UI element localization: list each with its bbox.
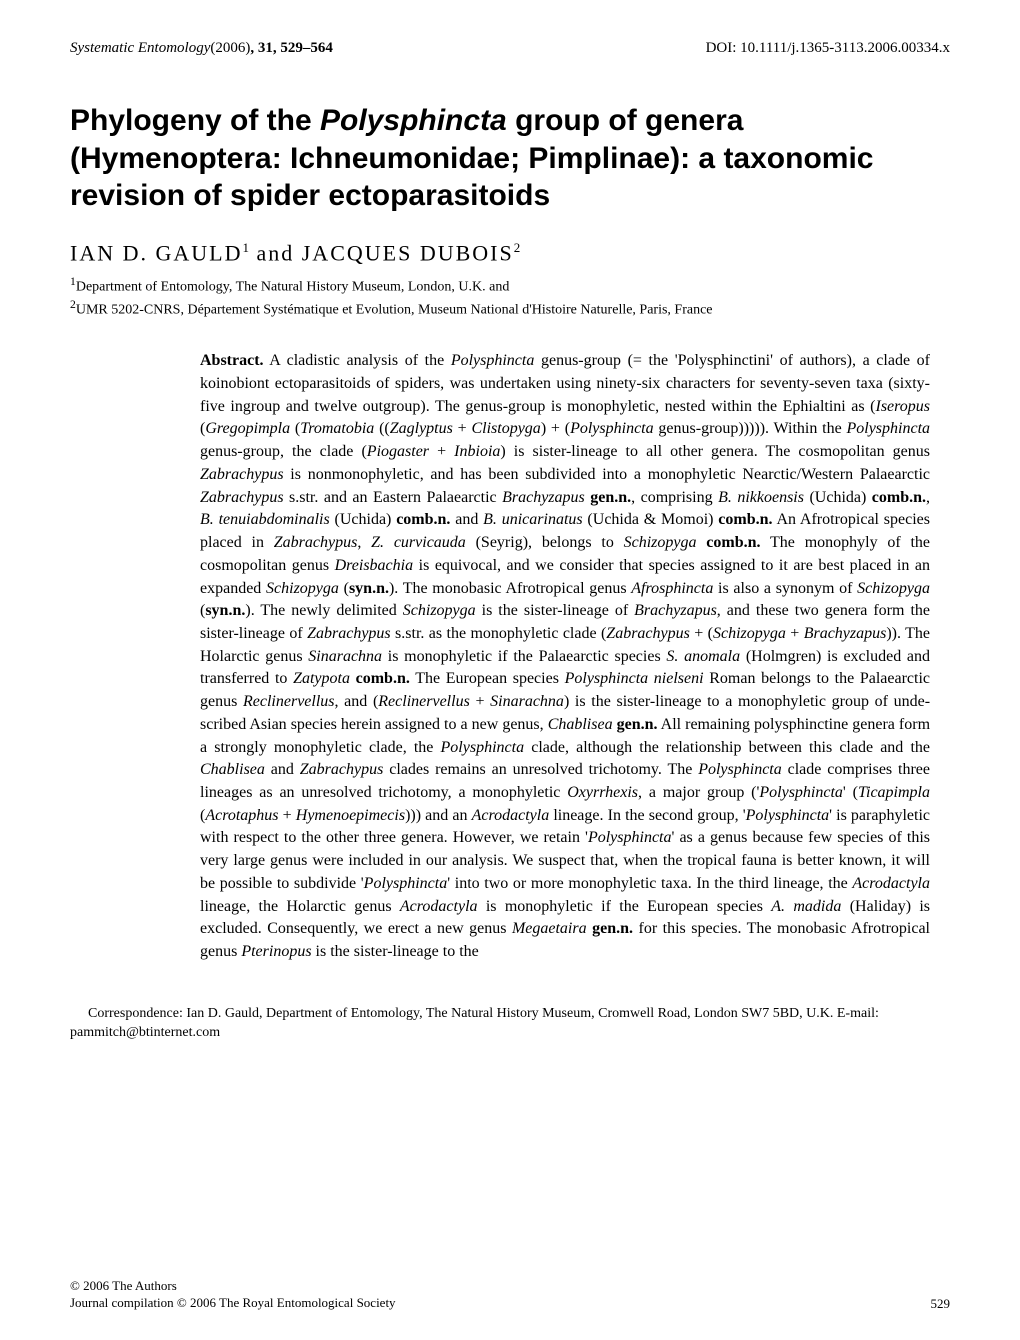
abstract: Abstract. A cladistic analysis of the Po… [200, 350, 930, 963]
footer: © 2006 The Authors Journal compilation ©… [70, 1278, 950, 1312]
affiliations: 1Department of Entomology, The Natural H… [70, 274, 950, 321]
copyright: © 2006 The Authors Journal compilation ©… [70, 1278, 396, 1312]
doi-label: DOI: [706, 40, 741, 56]
running-header: Systematic Entomology(2006), 31, 529–564… [70, 40, 950, 57]
abstract-body: A cladistic analysis of the Polysphincta… [200, 352, 930, 960]
copyright-line-2: Journal compilation © 2006 The Royal Ent… [70, 1295, 396, 1312]
authors: IAN D. GAULD1 and JACQUES DUBOIS2 [70, 240, 950, 266]
page: Systematic Entomology(2006), 31, 529–564… [0, 0, 1020, 1340]
copyright-line-1: © 2006 The Authors [70, 1278, 396, 1295]
journal-year: (2006) [210, 40, 250, 56]
header-doi: DOI: 10.1111/j.1365-3113.2006.00334.x [706, 40, 950, 57]
doi-value: 10.1111/j.1365-3113.2006.00334.x [740, 40, 950, 56]
correspondence: Correspondence: Ian D. Gauld, Department… [70, 1004, 950, 1043]
article-title: Phylogeny of the Polysphincta group of g… [70, 102, 950, 215]
volume-pages: , 31, 529–564 [250, 40, 333, 56]
abstract-label: Abstract. [200, 352, 264, 369]
page-number: 529 [931, 1296, 951, 1312]
header-journal: Systematic Entomology(2006), 31, 529–564 [70, 40, 333, 57]
journal-name: Systematic Entomology [70, 40, 210, 56]
